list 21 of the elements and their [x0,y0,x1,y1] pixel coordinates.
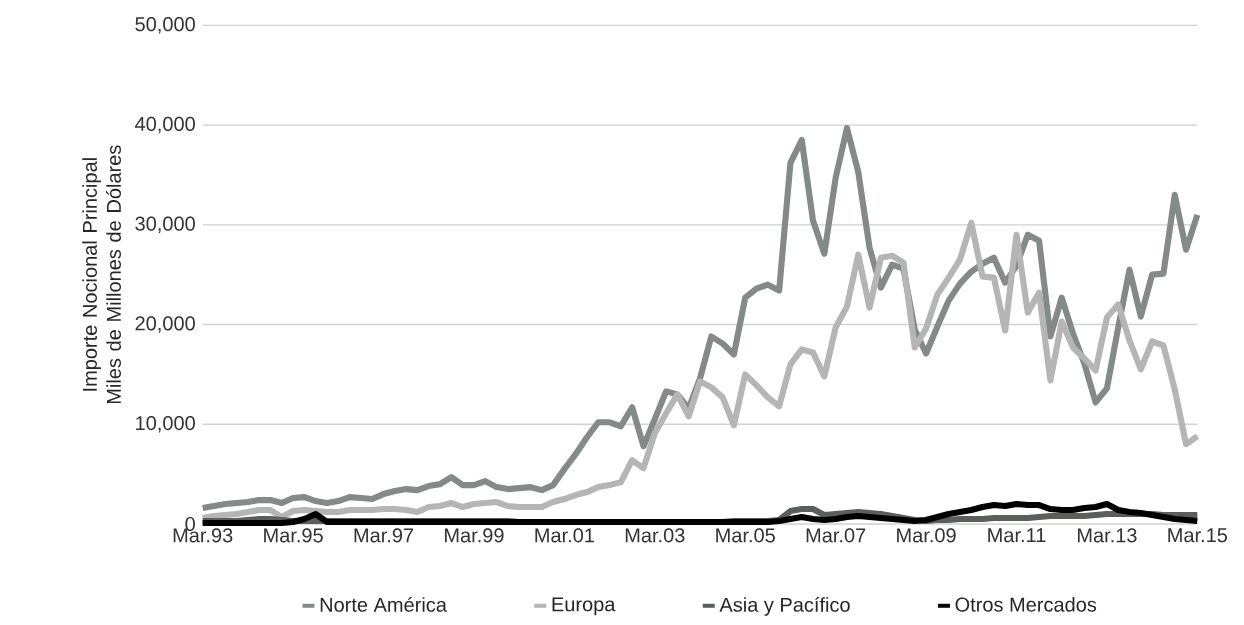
y-tick-label: 20,000 [135,316,195,333]
x-tick-label: Mar.11 [988,528,1046,543]
x-tick-label: Mar.13 [1077,528,1137,543]
legend-label: Asia y Pacífico [719,596,850,616]
x-tick-label: Mar.15 [1168,528,1228,543]
legend-label: Norte América [320,596,447,612]
x-tick-label: Mar.97 [354,528,414,543]
y-tick-label: 10,000 [136,416,195,433]
x-tick-label: Mar.07 [806,528,866,543]
y-tick-label: 30,000 [135,216,195,234]
x-tick-label: Mar.09 [897,528,956,543]
x-tick-label: Mar.03 [625,528,685,543]
x-tick-label: Mar.05 [716,528,775,543]
y-axis-title: Importe Nocional Principal Miles de Millones de Dólares [82,145,121,404]
x-tick-label: Mar.95 [264,528,323,543]
y-tick-label: 50,000 [135,17,195,34]
legend-label: Otros Mercados [955,597,1097,612]
x-tick-label: Mar.01 [535,528,594,543]
legend-label: Europa [552,597,616,616]
x-tick-label: Mar.99 [445,528,504,543]
y-tick-label: 40,000 [135,116,195,134]
